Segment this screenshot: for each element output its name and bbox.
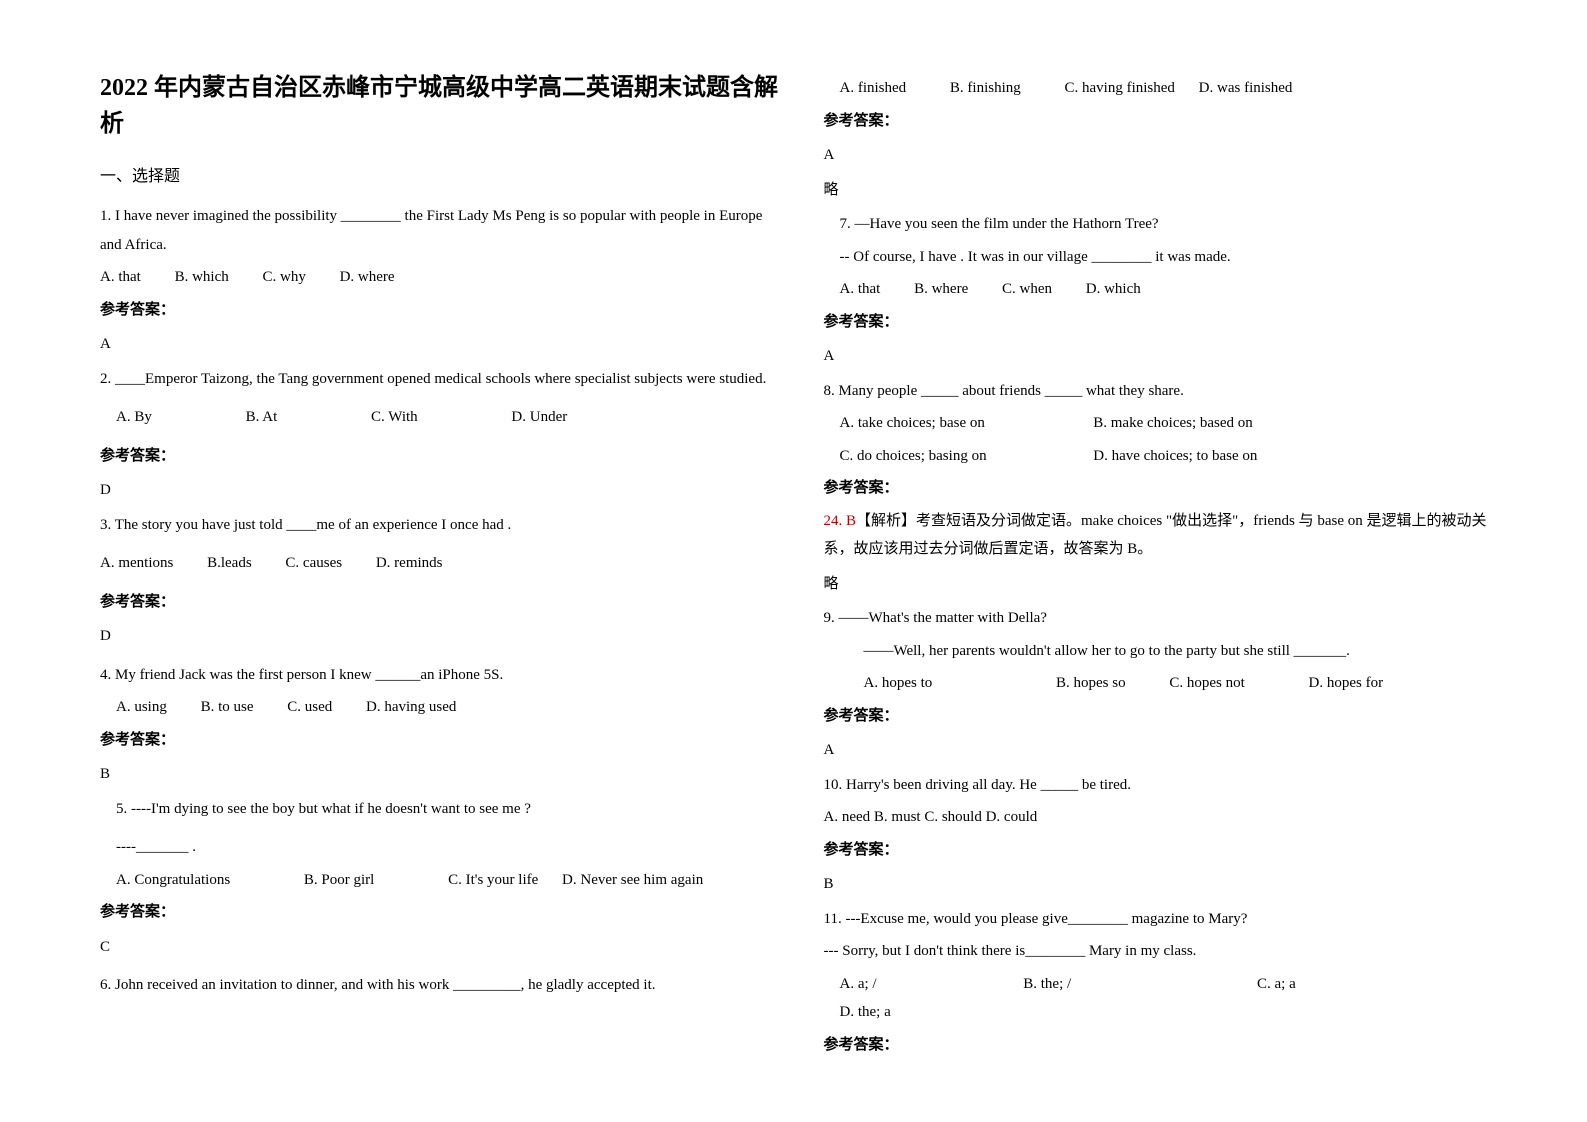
q7-text: 7. —Have you seen the film under the Hat… xyxy=(840,210,1508,239)
q1-opt-d: D. where xyxy=(340,263,395,292)
q10-options: A. need B. must C. should D. could xyxy=(824,803,1508,832)
q5-opt-b: B. Poor girl xyxy=(304,866,374,895)
q1-opt-a: A. that xyxy=(100,263,141,292)
section-heading: 一、选择题 xyxy=(100,162,784,192)
q1-text: 1. I have never imagined the possibility… xyxy=(100,202,784,259)
q4-opt-c: C. used xyxy=(287,693,332,722)
q9-opt-b: B. hopes so xyxy=(1056,669,1126,698)
q6-omit: 略 xyxy=(824,176,1508,205)
q6-text: 6. John received an invitation to dinner… xyxy=(100,971,784,1000)
q5-opt-d: D. Never see him again xyxy=(562,866,703,895)
answer-label: 参考答案： xyxy=(100,588,784,617)
q6-opt-a: A. finished xyxy=(840,74,907,103)
q10-text: 10. Harry's been driving all day. He ___… xyxy=(824,771,1508,800)
q8-opt-a: A. take choices; base on xyxy=(840,409,1090,438)
q11-opt-c: C. a; a xyxy=(1257,970,1457,999)
q8-opt-b: B. make choices; based on xyxy=(1093,415,1253,431)
q4-options: A. using B. to use C. used D. having use… xyxy=(116,693,784,722)
q4-text: 4. My friend Jack was the first person I… xyxy=(100,661,784,690)
q8-opt-d: D. have choices; to base on xyxy=(1093,448,1257,464)
q11-opt-a: A. a; / xyxy=(840,970,990,999)
q11-text: 11. ---Excuse me, would you please give_… xyxy=(824,905,1508,934)
q6-options: A. finished B. finishing C. having finis… xyxy=(840,74,1508,103)
q4-answer: B xyxy=(100,760,784,789)
answer-label: 参考答案： xyxy=(100,726,784,755)
q3-text: 3. The story you have just told ____me o… xyxy=(100,511,784,540)
q2-opt-c: C. With xyxy=(371,403,418,432)
exam-title: 2022 年内蒙古自治区赤峰市宁城高级中学高二英语期末试题含解析 xyxy=(100,70,784,142)
q5-text: 5. ----I'm dying to see the boy but what… xyxy=(116,795,784,824)
q5-answer: C xyxy=(100,933,784,962)
q9-options: A. hopes to B. hopes so C. hopes not D. … xyxy=(864,669,1508,698)
q3-opt-d: D. reminds xyxy=(376,549,443,578)
q4-opt-d: D. having used xyxy=(366,693,456,722)
q11-opt-b: B. the; / xyxy=(1023,970,1223,999)
q8-ans-prefix: 24. B xyxy=(824,513,857,529)
q2-opt-b: B. At xyxy=(246,403,278,432)
q9-opt-d: D. hopes for xyxy=(1309,669,1384,698)
q4-opt-a: A. using xyxy=(116,693,167,722)
answer-label: 参考答案： xyxy=(824,702,1508,731)
q2-opt-a: A. By xyxy=(116,403,152,432)
answer-label: 参考答案： xyxy=(824,1031,1508,1060)
q8-opt-c: C. do choices; basing on xyxy=(840,442,1090,471)
q8-options-row1: A. take choices; base on B. make choices… xyxy=(840,409,1508,438)
answer-label: 参考答案： xyxy=(824,107,1508,136)
q11-options: A. a; / B. the; / C. a; a D. the; a xyxy=(840,970,1508,1027)
q7-opt-c: C. when xyxy=(1002,275,1052,304)
q9-text2: ——Well, her parents wouldn't allow her t… xyxy=(864,637,1508,666)
q7-answer: A xyxy=(824,342,1508,371)
answer-label: 参考答案： xyxy=(824,836,1508,865)
q1-opt-c: C. why xyxy=(263,263,306,292)
answer-label: 参考答案： xyxy=(100,898,784,927)
q7-opt-b: B. where xyxy=(914,275,968,304)
left-column: 2022 年内蒙古自治区赤峰市宁城高级中学高二英语期末试题含解析 一、选择题 1… xyxy=(100,70,784,1063)
q1-options: A. that B. which C. why D. where xyxy=(100,263,784,292)
q8-ans-text: 【解析】考查短语及分词做定语。make choices "做出选择"，frien… xyxy=(824,513,1487,558)
q5-options: A. Congratulations B. Poor girl C. It's … xyxy=(116,866,784,895)
q9-text: 9. ——What's the matter with Della? xyxy=(824,604,1508,633)
q6-answer: A xyxy=(824,141,1508,170)
q6-opt-d: D. was finished xyxy=(1199,74,1293,103)
q1-answer: A xyxy=(100,330,784,359)
q4-opt-b: B. to use xyxy=(201,693,254,722)
answer-label: 参考答案： xyxy=(824,308,1508,337)
q7-opt-a: A. that xyxy=(840,275,881,304)
answer-label: 参考答案： xyxy=(100,296,784,325)
q11-text2: --- Sorry, but I don't think there is___… xyxy=(824,937,1508,966)
q8-text: 8. Many people _____ about friends _____… xyxy=(824,377,1508,406)
answer-label: 参考答案： xyxy=(824,474,1508,503)
q5-text2: ----_______ . xyxy=(116,833,784,862)
q11-opt-d: D. the; a xyxy=(840,998,891,1027)
q6-opt-c: C. having finished xyxy=(1065,74,1175,103)
q3-opt-a: A. mentions xyxy=(100,549,173,578)
q5-opt-a: A. Congratulations xyxy=(116,866,230,895)
q2-options: A. By B. At C. With D. Under xyxy=(116,403,784,432)
q8-options-row2: C. do choices; basing on D. have choices… xyxy=(840,442,1508,471)
q3-options: A. mentions B.leads C. causes D. reminds xyxy=(100,549,784,578)
q8-explanation: 24. B【解析】考查短语及分词做定语。make choices "做出选择"，… xyxy=(824,507,1508,564)
q9-opt-a: A. hopes to xyxy=(864,669,933,698)
q2-text: 2. ____Emperor Taizong, the Tang governm… xyxy=(100,365,784,394)
q7-text2: -- Of course, I have . It was in our vil… xyxy=(840,243,1508,272)
q10-answer: B xyxy=(824,870,1508,899)
q2-answer: D xyxy=(100,476,784,505)
q5-opt-c: C. It's your life xyxy=(448,866,538,895)
q8-omit: 略 xyxy=(824,570,1508,599)
q3-opt-b: B.leads xyxy=(207,549,252,578)
q6-opt-b: B. finishing xyxy=(950,74,1021,103)
q3-opt-c: C. causes xyxy=(285,549,342,578)
q9-answer: A xyxy=(824,736,1508,765)
right-column: A. finished B. finishing C. having finis… xyxy=(824,70,1508,1063)
answer-label: 参考答案： xyxy=(100,442,784,471)
q1-opt-b: B. which xyxy=(175,263,229,292)
q3-answer: D xyxy=(100,622,784,651)
q7-options: A. that B. where C. when D. which xyxy=(840,275,1508,304)
q7-opt-d: D. which xyxy=(1086,275,1141,304)
q9-opt-c: C. hopes not xyxy=(1169,669,1244,698)
q2-opt-d: D. Under xyxy=(511,403,567,432)
